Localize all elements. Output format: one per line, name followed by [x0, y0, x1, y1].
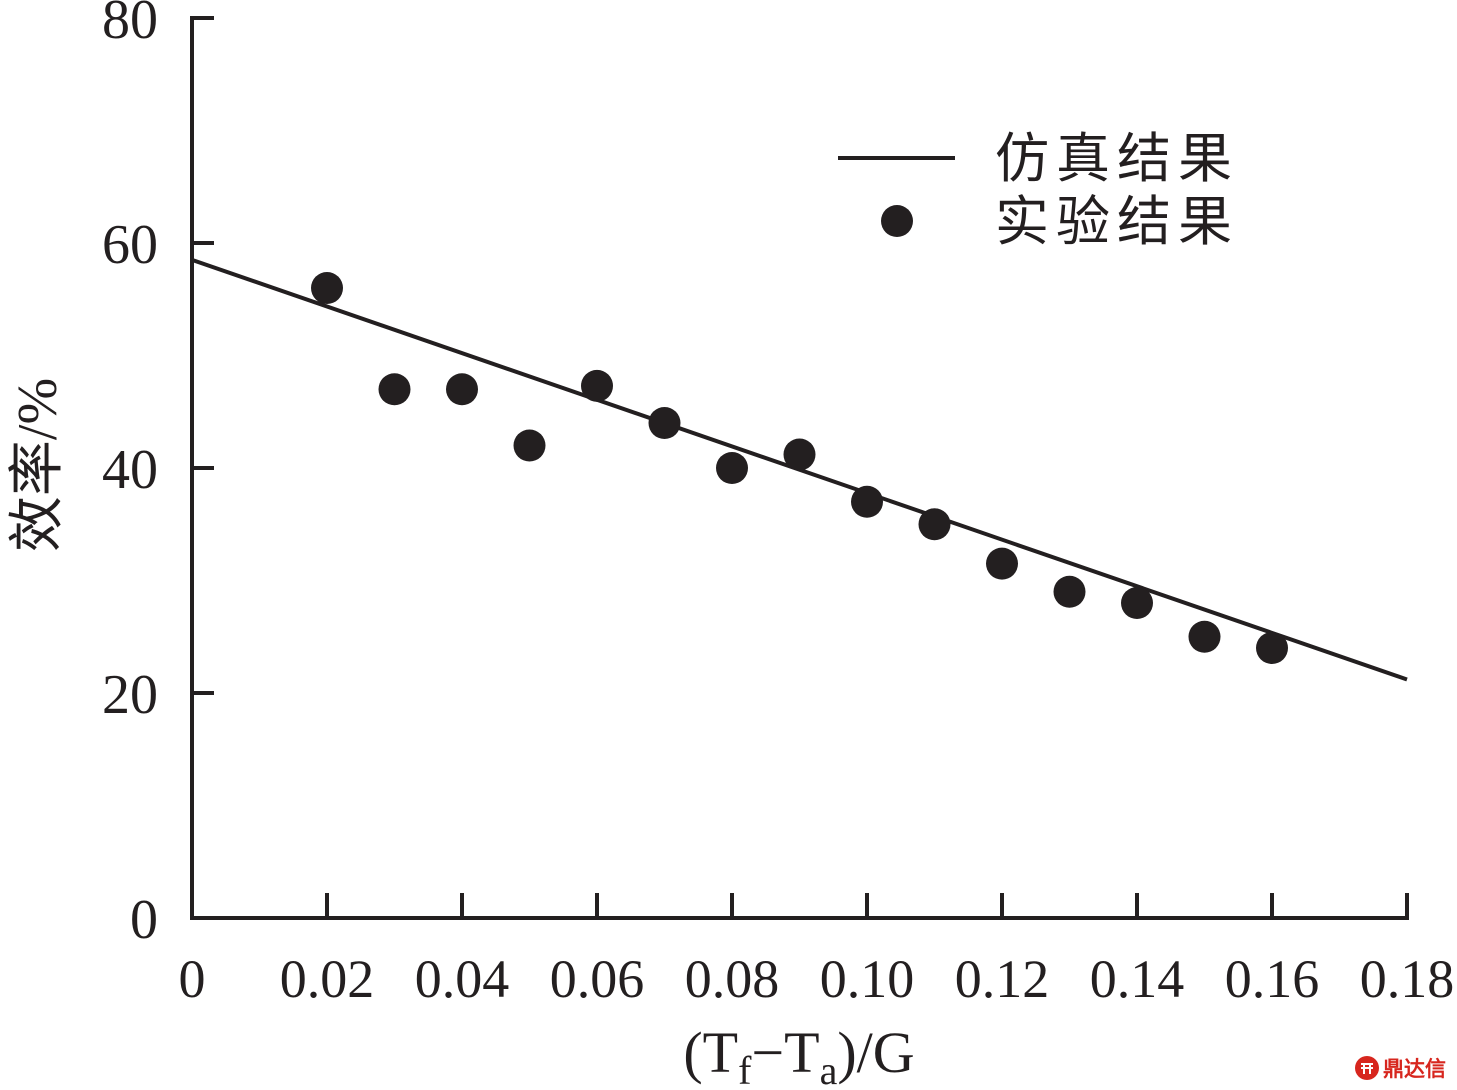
x-tick-label: 0.06 — [550, 949, 645, 1009]
x-tick-label: 0 — [179, 949, 206, 1009]
experiment-data-point — [851, 485, 883, 518]
legend-label-simulation: 仿真结果 — [995, 129, 1239, 189]
y-tick-label: 60 — [102, 214, 158, 276]
x-tick-label: 0.12 — [955, 949, 1050, 1009]
watermark-text: 鼎达信 — [1383, 1057, 1446, 1081]
x-axis-label-part: )/G — [837, 1020, 914, 1085]
watermark-logo-icon — [1355, 1056, 1379, 1080]
experiment-data-point — [378, 373, 411, 406]
x-tick-label: 0.16 — [1225, 949, 1320, 1009]
x-tick-label: 0.04 — [415, 949, 510, 1009]
experiment-data-point — [446, 373, 478, 406]
legend-label-experiment: 实验结果 — [995, 192, 1239, 252]
experiment-data-point — [1121, 587, 1153, 619]
experiment-data-point — [311, 272, 343, 304]
x-axis-label-part: (T — [683, 1020, 738, 1085]
x-axis-label-part: −T — [751, 1020, 819, 1085]
experiment-data-point — [918, 508, 951, 541]
x-tick-label: 0.14 — [1090, 949, 1185, 1009]
experiment-data-point — [1188, 620, 1221, 653]
x-axis-label-subscript: a — [820, 1048, 838, 1090]
y-axis-label: 效率/% — [7, 378, 69, 552]
x-axis-label-subscript: f — [738, 1048, 752, 1090]
x-axis-ticks: 0 0.02 0.04 0.06 0.08 0.10 0.12 0.14 0.16 0.18 — [179, 893, 1455, 1009]
watermark: 鼎达信 — [1355, 1056, 1446, 1081]
y-tick-label: 0 — [130, 889, 158, 951]
experiment-data-point — [581, 369, 613, 402]
experiment-data-point — [783, 438, 816, 471]
experiment-data-point — [1256, 632, 1288, 664]
y-tick-label: 20 — [102, 664, 158, 726]
x-tick-label: 0.02 — [280, 949, 375, 1009]
experiment-data-point — [513, 429, 546, 462]
x-axis-label: (Tf−Ta)/G — [683, 1020, 914, 1090]
x-tick-label: 0.08 — [685, 949, 780, 1009]
plot-area — [191, 257, 1408, 682]
y-tick-label: 40 — [102, 439, 158, 501]
experiment-data-point — [716, 452, 748, 484]
y-tick-label: 80 — [102, 0, 158, 51]
legend: 仿真结果 实验结果 — [838, 129, 1239, 252]
legend-dot-swatch — [881, 205, 913, 237]
experiment-data-point — [648, 407, 681, 439]
x-tick-label: 0.18 — [1360, 949, 1455, 1009]
x-tick-label: 0.10 — [820, 949, 915, 1009]
experiment-data-point — [1053, 575, 1086, 608]
experiment-data-point — [986, 547, 1018, 580]
y-axis-ticks: 0 20 40 60 80 — [102, 0, 214, 951]
